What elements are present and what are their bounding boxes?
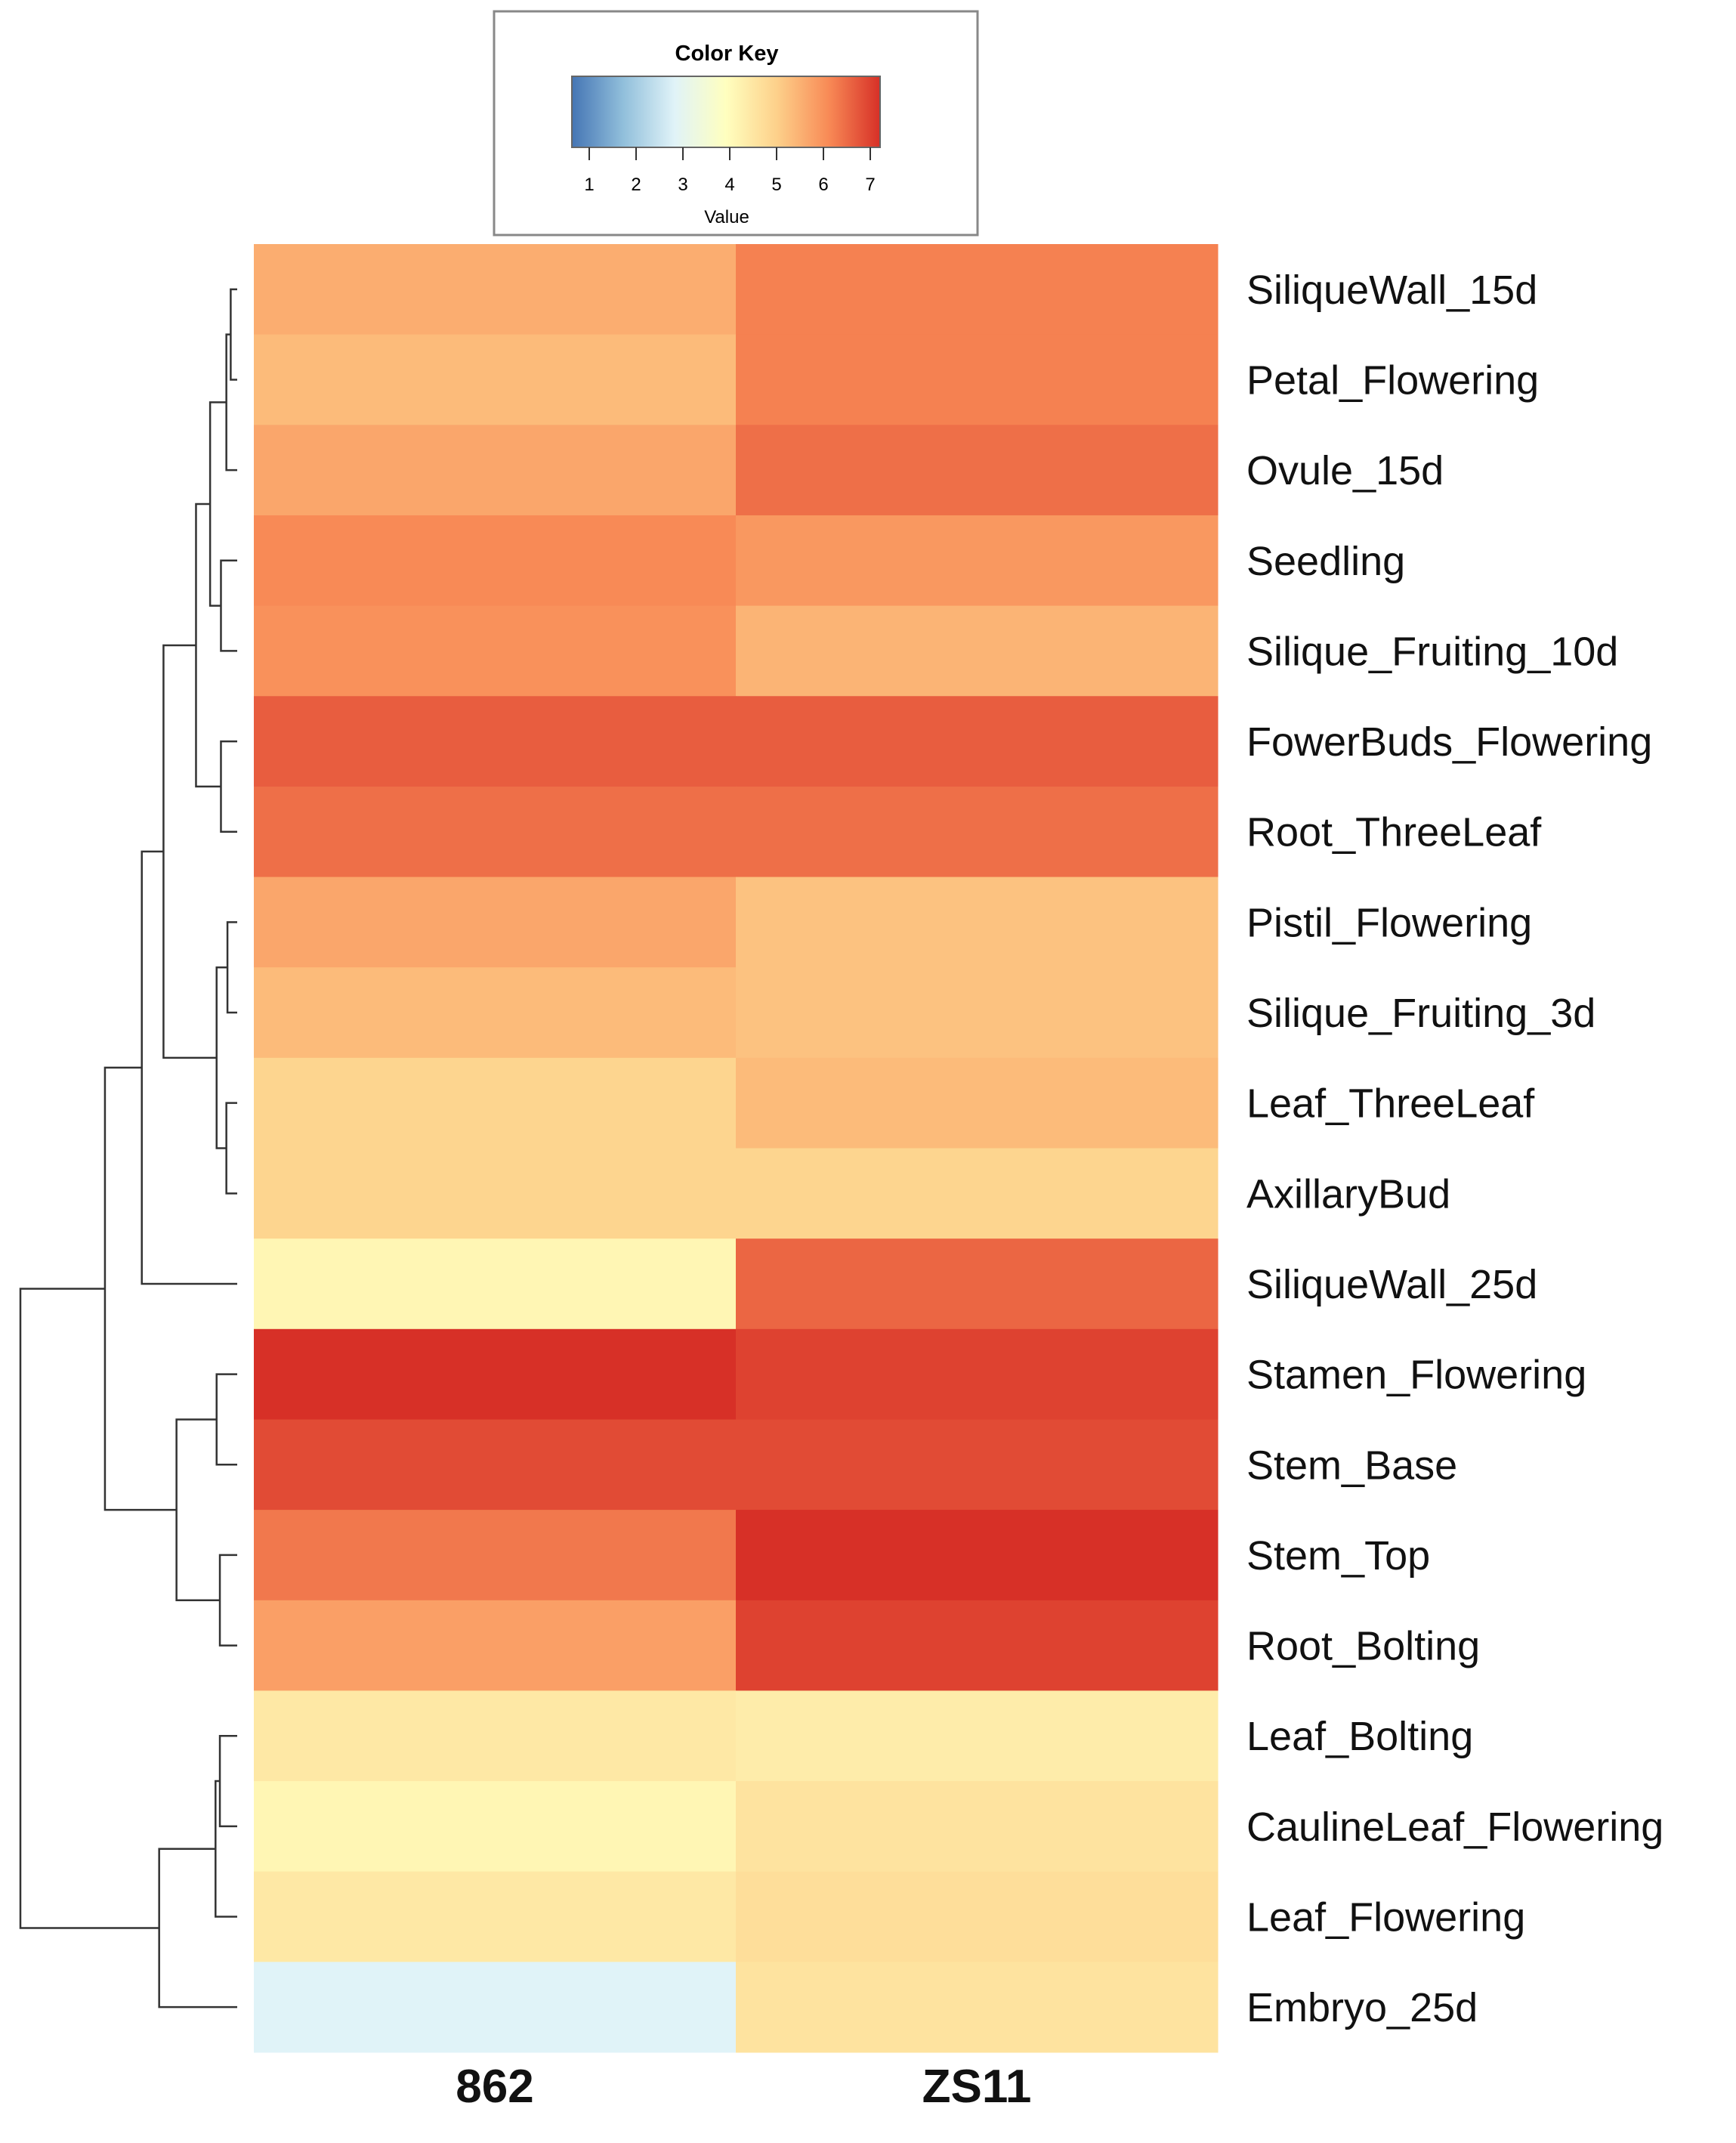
row-label: Seedling — [1246, 539, 1405, 584]
column-label: ZS11 — [922, 2061, 1032, 2113]
heatmap-cell — [254, 1328, 737, 1420]
heatmap-cell — [254, 1419, 737, 1511]
dendrogram-branch — [225, 333, 237, 472]
heatmap-cell — [736, 334, 1219, 425]
heatmap-cell — [254, 1238, 737, 1330]
column-labels: 862 ZS11 — [456, 2061, 1031, 2113]
row-label: Silique_Fruiting_10d — [1246, 629, 1618, 674]
heatmap-cell — [736, 1148, 1219, 1239]
heatmap-cell — [736, 1962, 1219, 2053]
heatmap-cell — [254, 334, 737, 425]
color-key-frame — [493, 10, 979, 237]
color-key-tick-label: 2 — [631, 175, 641, 195]
dendrogram-branch — [220, 740, 237, 833]
row-label: Petal_Flowering — [1246, 357, 1539, 403]
dendrogram-branch — [162, 644, 217, 1059]
heatmap-cell — [254, 786, 737, 878]
row-label: Stem_Base — [1246, 1443, 1457, 1488]
heatmap-cell — [736, 786, 1219, 878]
dendrogram-branch — [215, 1373, 237, 1466]
heatmap-cell — [736, 244, 1219, 336]
heatmap-cell — [736, 1057, 1219, 1149]
heatmap-cell — [736, 1690, 1219, 1782]
heatmap-cell — [736, 1328, 1219, 1420]
dendrogram-branch — [103, 1066, 177, 1511]
color-key-title: Color Key — [675, 42, 779, 66]
dendrogram-branch — [226, 921, 237, 1014]
row-label: Ovule_15d — [1246, 448, 1444, 493]
heatmap-cell — [736, 1781, 1219, 1872]
dendrogram-branch — [209, 401, 227, 607]
dendrogram-branch — [158, 1848, 237, 2008]
heatmap-cell — [736, 696, 1219, 787]
heatmap-cell — [254, 1510, 737, 1601]
row-label: Leaf_Flowering — [1246, 1895, 1525, 1940]
dendrogram-branch — [175, 1418, 221, 1601]
row-label: Root_ThreeLeaf — [1246, 810, 1542, 855]
color-key-tick-label: 6 — [818, 175, 828, 195]
row-label: SiliqueWall_15d — [1246, 267, 1537, 313]
heatmap-cell — [254, 515, 737, 607]
heatmap-cell — [736, 425, 1219, 516]
heatmap-cell — [736, 1238, 1219, 1330]
heatmap-cell — [254, 877, 737, 968]
dendrogram-branch — [220, 559, 237, 652]
heatmap-cell — [254, 1148, 737, 1239]
color-key-bar — [571, 76, 881, 148]
dendrogram-branch — [19, 1288, 159, 1929]
heatmap-cell — [254, 1690, 737, 1782]
dendrogram-branch — [230, 288, 237, 381]
row-label: Silique_Fruiting_3d — [1246, 991, 1595, 1036]
color-key-tick-label: 3 — [678, 175, 687, 195]
row-dendrogram — [19, 288, 237, 2008]
row-label: FowerBuds_Flowering — [1246, 719, 1652, 765]
dendrogram-branch — [141, 850, 237, 1285]
heatmap-cell — [254, 605, 737, 697]
color-key-tick-label: 1 — [584, 175, 594, 195]
heatmap-cell — [736, 1871, 1219, 1962]
row-label: Leaf_ThreeLeaf — [1246, 1081, 1535, 1127]
row-label: Stamen_Flowering — [1246, 1353, 1586, 1398]
heatmap-cell — [254, 1871, 737, 1962]
dendrogram-branch — [218, 1734, 237, 1828]
heatmap-cell — [254, 1600, 737, 1691]
row-label: CaulineLeaf_Flowering — [1246, 1804, 1663, 1850]
row-labels: SiliqueWall_15d Petal_Flowering Ovule_15d S… — [1246, 267, 1663, 2030]
heatmap-cells — [254, 244, 1219, 2053]
dendrogram-branch — [215, 1780, 237, 1918]
color-key-xlabel: Value — [704, 207, 749, 227]
heatmap-cell — [736, 1510, 1219, 1601]
heatmap-cell — [254, 967, 737, 1059]
row-label: AxillaryBud — [1246, 1171, 1450, 1217]
row-label: Stem_Top — [1246, 1533, 1430, 1579]
color-key-tick-label: 5 — [771, 175, 781, 195]
dendrogram-branch — [225, 1102, 237, 1195]
heatmap-cell — [254, 1781, 737, 1872]
color-key-tick-label: 4 — [724, 175, 734, 195]
heatmap-cell — [254, 1962, 737, 2053]
row-label: Root_Bolting — [1246, 1624, 1480, 1669]
row-label: Embryo_25d — [1246, 1985, 1478, 2030]
dendrogram-branch — [195, 503, 221, 788]
heatmap-cell — [254, 425, 737, 516]
heatmap-cell — [736, 967, 1219, 1059]
heatmap-cell — [254, 696, 737, 787]
heatmap-cell — [736, 1419, 1219, 1511]
heatmap-cell — [254, 1057, 737, 1149]
color-key-tick-label: 7 — [865, 175, 875, 195]
heatmap-cell — [736, 1600, 1219, 1691]
row-label: Leaf_Bolting — [1246, 1714, 1473, 1759]
color-key: Color Key 1 2 3 4 5 6 7 Value — [493, 10, 979, 237]
row-label: Pistil_Flowering — [1246, 900, 1532, 945]
heatmap-cell — [254, 244, 737, 336]
dendrogram-branch — [218, 1554, 237, 1647]
heatmap-cell — [736, 877, 1219, 968]
column-label: 862 — [456, 2061, 533, 2113]
heatmap-cell — [736, 515, 1219, 607]
heatmap-cell — [736, 605, 1219, 697]
row-label: SiliqueWall_25d — [1246, 1262, 1537, 1307]
